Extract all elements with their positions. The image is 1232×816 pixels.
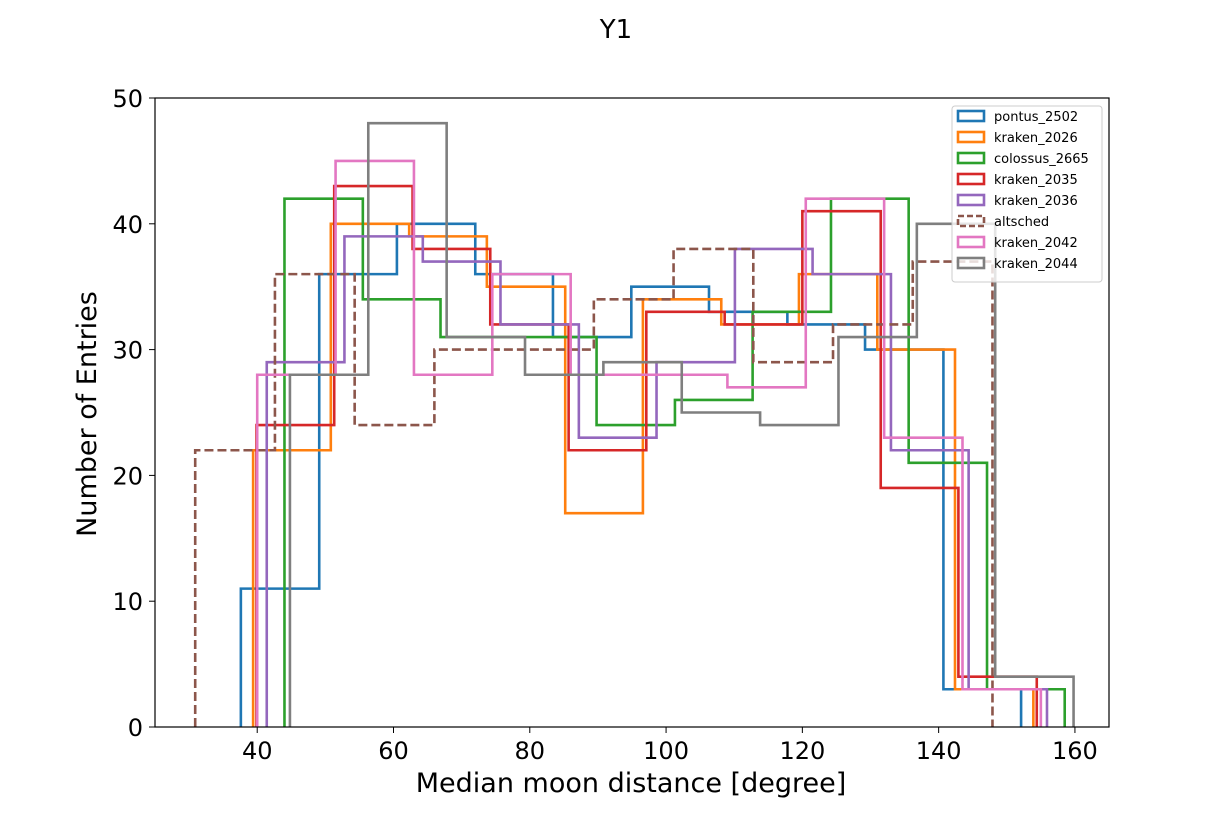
x-tick-label: 120 [779,737,825,765]
plot-frame [154,97,1110,728]
x-axis-label: Median moon distance [degree] [416,768,847,799]
legend-label: kraken_2026 [994,131,1078,146]
histogram-series-kraken-2035 [255,184,1039,727]
legend-box [951,105,1103,283]
x-tick-label: 80 [515,737,546,765]
legend-swatch [956,235,986,249]
y-axis-label: Number of Entries [72,291,103,537]
legend-label: pontus_2502 [994,110,1078,125]
legend: pontus_2502 kraken_2026 colossus_2665krake… [951,105,1103,283]
y-tick-label: 20 [112,462,143,490]
legend-swatch [956,214,986,228]
histogram-series-kraken-2026 [251,222,1035,727]
y-axis: 0 10 20 30 40 50 [112,85,155,742]
x-tick-label: 160 [1052,737,1098,765]
plot-background [155,98,1109,727]
y-tick-label: 30 [112,337,143,365]
y-tick-label: 0 [128,714,143,742]
legend-label: kraken_2042 [994,236,1078,251]
y-tick-label: 10 [112,588,143,616]
y-tick-label: 50 [112,85,143,113]
y-tick-label: 40 [112,211,143,239]
plot-area [154,97,1110,728]
histogram-series-altsched [193,247,994,727]
x-tick-label: 100 [643,737,689,765]
figure-title: Y1 [599,15,632,45]
legend-label: kraken_2035 [994,173,1078,188]
legend-label: colossus_2665 [994,152,1089,167]
legend-swatch [956,130,986,144]
x-tick-label: 60 [378,737,409,765]
histogram-series-colossus-2665 [283,197,1067,727]
legend-swatch [956,172,986,186]
legend-swatch [956,151,986,165]
legend-label: altsched [994,215,1049,230]
legend-swatch [956,193,986,207]
histogram-series-kraken-2042 [255,159,1043,727]
legend-swatch [956,109,986,123]
histogram-series-kraken-2036 [265,235,1049,727]
x-tick-label: 40 [242,737,273,765]
x-tick-label: 140 [916,737,962,765]
x-axis: 40 60 80 100 120 140 160 [242,727,1098,765]
legend-swatch [956,256,986,270]
legend-label: kraken_2044 [994,257,1078,272]
legend-label: kraken_2036 [994,194,1078,209]
